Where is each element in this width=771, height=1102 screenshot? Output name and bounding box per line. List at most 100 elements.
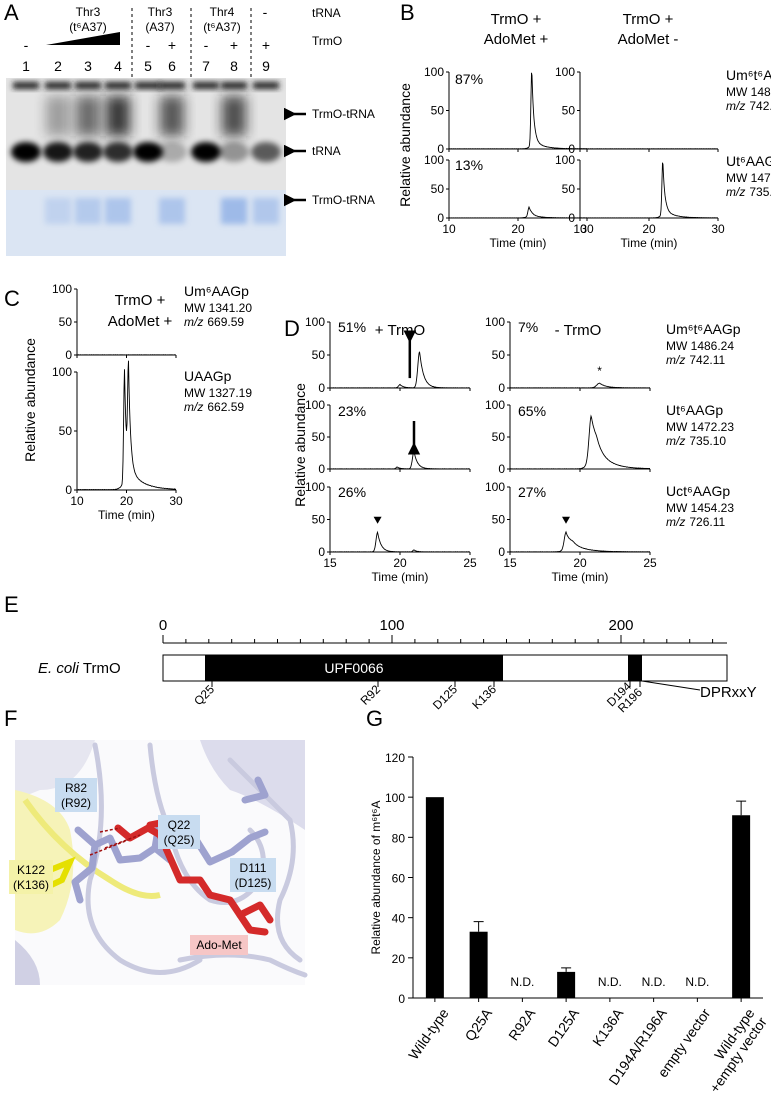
value-label: N.D. <box>642 975 666 989</box>
residue: K136 <box>469 682 499 712</box>
x-tick-label: 25 <box>643 556 657 570</box>
mz: m/z 669.59 <box>184 315 244 329</box>
trna-band <box>191 142 221 162</box>
complex-smear <box>76 96 100 136</box>
residue-ticks <box>211 680 701 691</box>
y-tick-label: 0 <box>568 211 575 225</box>
mz-value: 726.11 <box>689 515 725 529</box>
x-tick-label: 10 <box>573 222 587 236</box>
y-tick-label: 100 <box>52 365 72 379</box>
y-tick-label: 100 <box>555 65 575 79</box>
label-box <box>55 778 97 812</box>
well <box>159 82 185 89</box>
mz-value: 735.10 <box>749 185 771 199</box>
row-label: tRNA <box>312 6 341 20</box>
trna-band <box>157 142 187 162</box>
compound: Ut⁶AAGp <box>726 153 771 169</box>
x-tick-label: 25 <box>463 556 477 570</box>
residue-ecoli: (R92) <box>61 796 91 810</box>
x-axis-title: Time (min) <box>98 508 155 522</box>
domain-label: UPF0066 <box>324 660 383 676</box>
residue-ecoli: (Q25) <box>164 833 195 847</box>
y-tick-label: 100 <box>424 65 444 79</box>
protein-band <box>75 198 101 224</box>
panel-label: E <box>4 592 19 617</box>
y-axis-title: Relative abundance <box>292 383 308 507</box>
condition: AdoMet + <box>108 313 173 330</box>
percent: 27% <box>518 484 546 500</box>
trmo-sign: - <box>146 37 151 53</box>
trna-band <box>43 142 73 162</box>
y-tick-label: 80 <box>392 831 406 845</box>
y-tick-label: 60 <box>392 872 406 886</box>
species: E. coli <box>38 660 80 677</box>
y-tick-label: 20 <box>392 952 406 966</box>
y-tick-label: 0 <box>498 381 505 395</box>
trna-band <box>133 142 163 162</box>
y-tick-label: 100 <box>305 480 325 494</box>
y-tick-label: 50 <box>431 182 445 196</box>
triangle-marker <box>562 516 570 524</box>
x-axis-title: Time (min) <box>490 236 547 250</box>
mw: MW 1341.20 <box>184 301 252 315</box>
mw: MW 1486.24 <box>726 85 771 99</box>
trna-band <box>219 142 249 162</box>
condition: TrmO + <box>623 11 674 28</box>
lane-number: 5 <box>144 58 152 74</box>
gradient-triangle <box>46 32 120 45</box>
lane-number: 2 <box>54 58 62 74</box>
chromatogram-trace <box>509 530 651 553</box>
chromatogram-trace <box>76 360 177 491</box>
complex-smear <box>106 96 130 136</box>
trna-sign: - <box>263 4 268 20</box>
y-tick-label: 100 <box>485 480 505 494</box>
y-tick-label: 100 <box>52 282 72 296</box>
mw: MW 1472.23 <box>726 171 771 185</box>
complex-smear <box>222 96 246 136</box>
mz: m/z 735.10 <box>666 434 726 448</box>
protein-band <box>253 198 279 224</box>
y-tick-label: 100 <box>485 398 505 412</box>
mw: MW 1327.19 <box>184 386 252 400</box>
mw: MW 1486.24 <box>666 339 734 353</box>
mz-value: 735.10 <box>689 434 726 448</box>
trmo-sign: + <box>230 37 238 53</box>
panel-label: B <box>400 0 415 25</box>
mz-value: 742.11 <box>689 353 725 367</box>
panel-label: F <box>4 706 17 731</box>
y-axis-title: Relative abundance of m⁶t⁶A <box>369 801 383 955</box>
protein-name: E. coli TrmO <box>38 660 121 677</box>
lane-number: 9 <box>262 58 270 74</box>
trmo-sign: - <box>24 37 29 53</box>
y-tick-label: 0 <box>65 483 72 497</box>
panel-label: D <box>284 316 300 341</box>
ruler-label: 0 <box>159 617 167 634</box>
chromatogram-trace <box>509 414 651 470</box>
mz: m/z 726.11 <box>666 515 725 529</box>
domain <box>205 655 503 681</box>
residue: Q25 <box>191 682 217 708</box>
bar <box>469 931 488 998</box>
well <box>193 82 219 89</box>
residue-ecoli: (K136) <box>13 878 49 892</box>
y-tick-label: 50 <box>562 182 576 196</box>
group-name: Thr3 <box>76 5 101 19</box>
y-tick-label: 120 <box>385 751 405 765</box>
y-tick-label: 50 <box>562 104 576 118</box>
percent: 26% <box>338 484 366 500</box>
group-name: Thr3 <box>148 5 173 19</box>
well <box>221 82 247 89</box>
residue: D125 <box>430 682 460 712</box>
group-name: Thr4 <box>210 5 235 19</box>
triangle-marker <box>373 516 382 524</box>
y-tick-label: 0 <box>498 545 505 559</box>
mz-label: m/z <box>666 515 685 529</box>
trna-band <box>11 142 41 162</box>
group-detail: (t⁶A37) <box>69 20 107 34</box>
trna-band <box>73 142 103 162</box>
lane-number: 8 <box>230 58 238 74</box>
y-tick-label: 0 <box>318 381 325 395</box>
x-axis-title: Time (min) <box>621 236 678 250</box>
